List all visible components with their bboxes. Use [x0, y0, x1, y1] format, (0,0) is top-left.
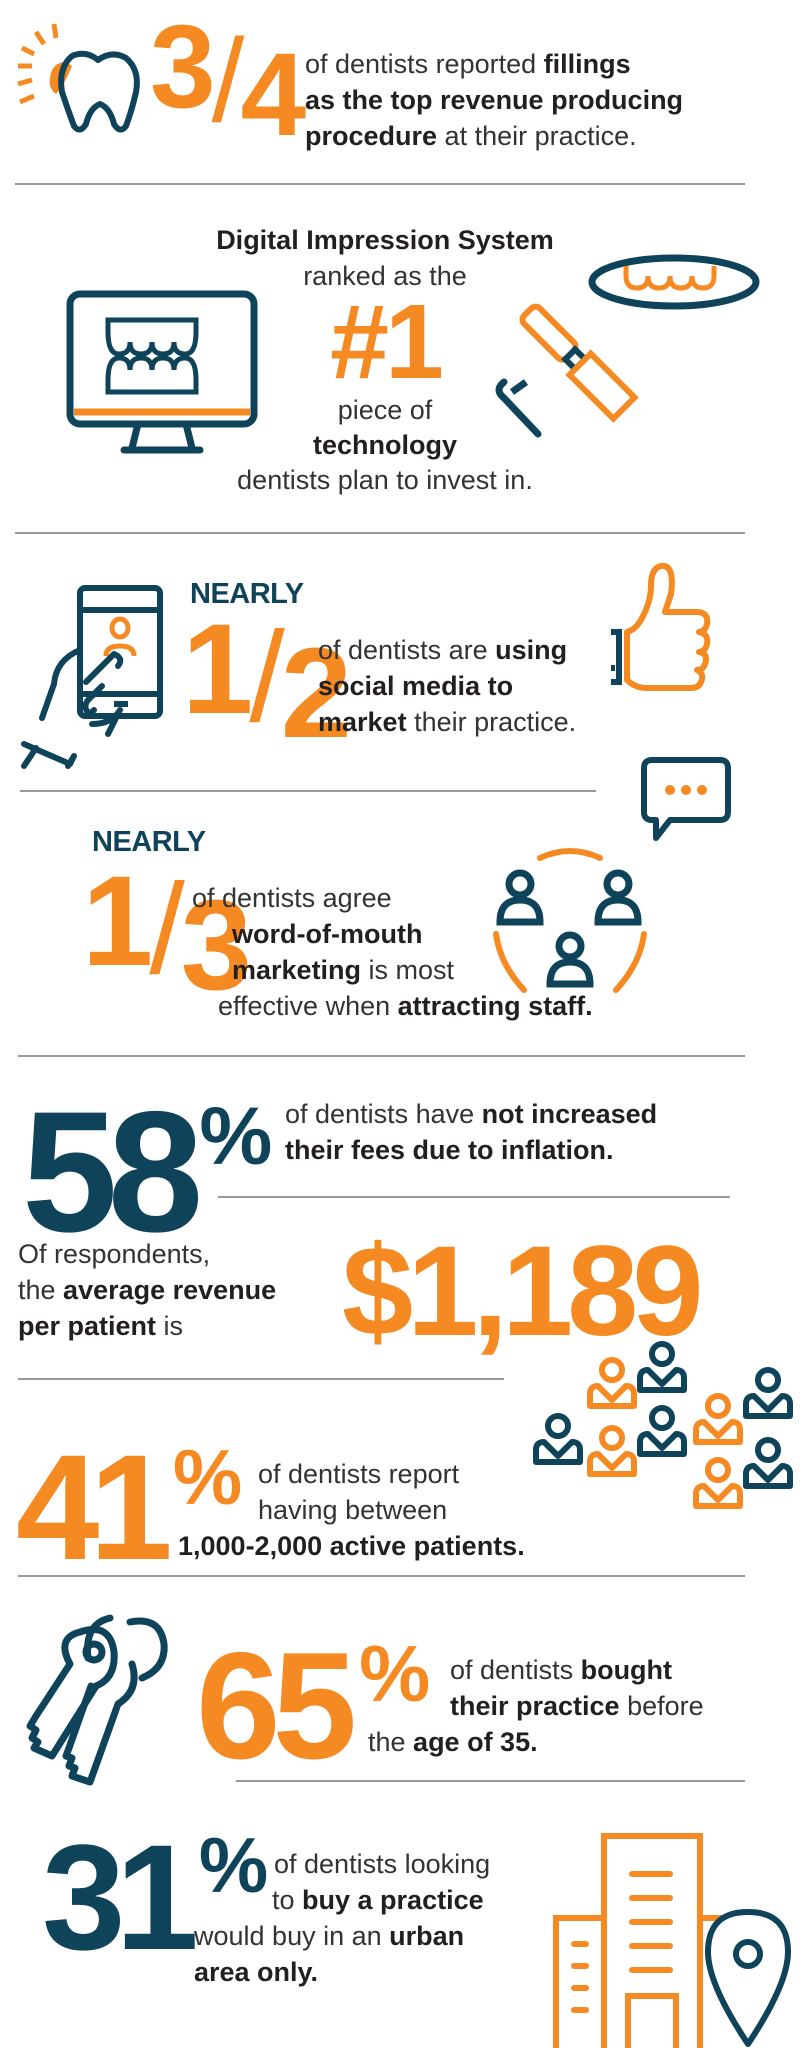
rank-figure: #1 [330, 283, 444, 401]
line: of dentists have not increased [285, 1099, 658, 1129]
percent-figure-31: 31% [42, 1822, 268, 1972]
percent-sign: % [172, 1433, 243, 1521]
line: of dentists looking [274, 1849, 491, 1879]
section-divider [20, 790, 596, 792]
percent-figure-65: 65% [196, 1630, 430, 1782]
line: as the top revenue producing [305, 85, 684, 115]
revenue-figure: $1,189 [342, 1220, 703, 1363]
line: 1,000-2,000 active patients. [178, 1531, 525, 1561]
thumbs-up-icon [611, 562, 711, 691]
fraction-numerator: 1 [182, 598, 253, 741]
percent-figure-58: 58% [22, 1086, 272, 1258]
line: their practice before [450, 1691, 704, 1721]
fraction-denominator: 2 [280, 622, 352, 765]
line: to buy a practice [272, 1885, 484, 1915]
tooth-icon [17, 23, 140, 133]
section-divider [18, 1055, 745, 1057]
fraction-numerator: 1 [82, 850, 153, 993]
percent-sign: % [359, 1629, 431, 1718]
fraction-one-half: 1/2 [182, 606, 352, 758]
line: procedure at their practice. [305, 121, 637, 151]
section-divider [236, 1780, 745, 1782]
line: social media to [318, 671, 514, 701]
line: of dentists agree [192, 883, 392, 913]
chat-bubble-icon [641, 757, 731, 841]
monitor-teeth-icon [66, 290, 258, 454]
stat-word-of-mouth-text: of dentists agree word-of-mouth marketin… [192, 880, 593, 1024]
stat-social-media-text: of dentists are using social media to ma… [318, 632, 576, 740]
line: word-of-mouth [232, 919, 423, 949]
section-divider [15, 183, 745, 185]
fraction-three-quarters: 3/4 [150, 8, 306, 154]
people-group-icon [493, 848, 647, 993]
heading: Digital Impression System [216, 225, 554, 255]
fraction-numerator: 3 [150, 1, 216, 133]
line: of dentists bought [450, 1655, 673, 1685]
line: of dentists are using [318, 635, 568, 665]
fraction-slash: / [149, 858, 185, 1001]
section-divider [218, 1196, 730, 1198]
line: piece of [337, 395, 433, 425]
line: marketing is most [232, 955, 455, 985]
qualifier-nearly: NEARLY [190, 578, 304, 610]
stat-bought-practice-text: of dentists bought their practice before… [368, 1652, 704, 1760]
fraction-denominator: 3 [180, 874, 252, 1017]
line: having between [258, 1495, 448, 1525]
line: their fees due to inflation. [285, 1135, 614, 1165]
line: the age of 35. [368, 1727, 538, 1757]
dental-mirror-icon [495, 254, 760, 438]
section-divider [15, 532, 745, 534]
line: technology [312, 430, 457, 460]
line: of dentists report [258, 1459, 460, 1489]
line: of dentists reported fillings [305, 49, 631, 79]
line: Of respondents, [18, 1239, 211, 1269]
line: per patient is [18, 1311, 184, 1341]
stat-revenue-text: Of respondents, the average revenue per … [18, 1236, 276, 1344]
percent-sign: % [199, 1091, 273, 1182]
percent-sign: % [198, 1821, 269, 1909]
figure-number: 31 [42, 1813, 199, 1981]
fraction-slash: / [249, 606, 285, 749]
digital-impression-text: Digital Impression System ranked as the … [160, 222, 610, 498]
figure-number: 65 [196, 1621, 357, 1791]
fraction-slash: / [211, 15, 245, 147]
section-divider [18, 1378, 504, 1380]
section-divider [18, 1575, 745, 1577]
stat-urban-area-text: of dentists looking to buy a practice wo… [194, 1846, 491, 1990]
stat-fees-inflation-text: of dentists have not increased their fee… [285, 1096, 657, 1168]
phone-in-hand-icon [21, 585, 163, 769]
fraction-one-third: 1/3 [82, 858, 252, 1010]
line: would buy in an urban [194, 1921, 465, 1951]
patients-crowd-icon [532, 1340, 802, 1525]
line: the average revenue [18, 1275, 277, 1305]
percent-figure-41: 41% [16, 1432, 242, 1582]
line: dentists plan to invest in. [237, 465, 533, 495]
line: area only. [194, 1957, 319, 1987]
line: effective when attracting staff. [218, 991, 593, 1021]
figure-number: 58 [22, 1076, 203, 1268]
fraction-denominator: 4 [240, 29, 306, 161]
line: market their practice. [318, 707, 577, 737]
figure-number: 41 [16, 1423, 173, 1591]
qualifier-nearly: NEARLY [92, 826, 206, 858]
building-location-icon [553, 1833, 791, 2048]
stat-active-patients-text: of dentists report having between 1,000-… [178, 1456, 525, 1564]
keys-icon [26, 1614, 168, 1786]
stat-fillings-text: of dentists reported fillings as the top… [305, 46, 683, 154]
line: ranked as the [303, 261, 467, 291]
